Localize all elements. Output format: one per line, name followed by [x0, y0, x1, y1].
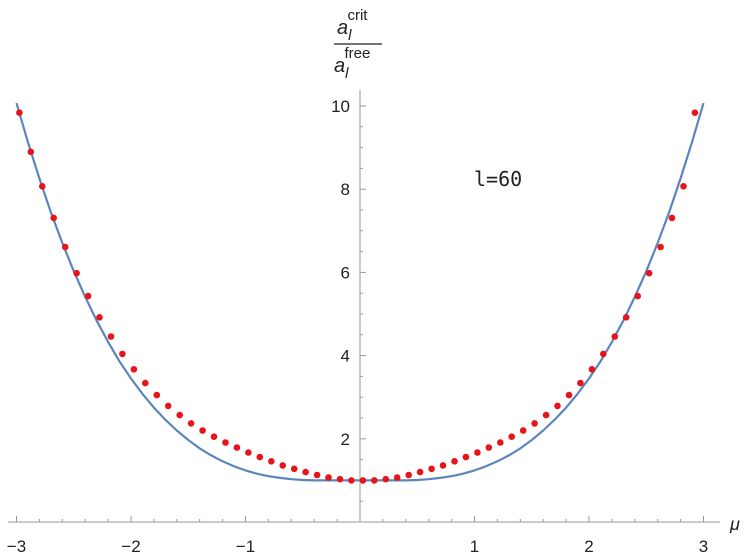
data-point: [565, 391, 573, 399]
data-point: [348, 477, 355, 484]
data-point: [577, 379, 584, 387]
data-point: [554, 402, 561, 410]
y-tick-label: 8: [341, 180, 350, 199]
data-point: [233, 444, 241, 451]
data-point: [176, 411, 183, 419]
x-tick-label: −3: [7, 537, 26, 556]
data-point: [142, 379, 149, 387]
data-point: [336, 475, 344, 483]
data-point: [519, 427, 527, 434]
data-point: [542, 411, 550, 419]
y-axis-label: alcrit alfree: [334, 7, 382, 82]
data-point: [199, 427, 206, 434]
data-point: [371, 477, 378, 484]
data-point: [164, 402, 172, 410]
data-point: [600, 350, 607, 358]
data-point: [39, 183, 46, 190]
data-point: [462, 453, 470, 461]
data-point: [405, 471, 413, 479]
data-point: [302, 468, 309, 476]
data-point: [611, 333, 619, 340]
data-point: [668, 214, 676, 222]
data-point: [325, 474, 332, 481]
axes: [8, 90, 720, 523]
data-point: [107, 333, 115, 340]
data-point: [187, 420, 195, 427]
data-point: [96, 314, 103, 321]
ticks: −3 −2 −1 1 2 3 2 4 6 8 10: [7, 97, 708, 556]
data-point: [416, 468, 424, 476]
data-point: [61, 243, 69, 251]
data-point: [27, 148, 35, 156]
data-point: [290, 465, 298, 473]
data-point: [474, 449, 481, 456]
data-point: [588, 366, 596, 373]
data-point: [279, 462, 287, 469]
x-tick-label: −2: [121, 537, 140, 556]
data-point: [451, 458, 458, 465]
data-point: [382, 475, 390, 483]
data-point: [691, 109, 699, 116]
x-tick-label: −1: [236, 537, 255, 556]
data-point: [84, 292, 92, 300]
x-tick-label: 3: [699, 537, 708, 556]
data-point: [153, 391, 161, 399]
data-point: [130, 366, 138, 373]
data-point: [16, 109, 23, 116]
data-point: [531, 420, 538, 427]
data-point: [657, 243, 664, 251]
data-point: [645, 269, 653, 277]
y-tick-label: 6: [341, 263, 350, 282]
ylabel-numerator: alcrit: [337, 7, 368, 44]
data-point: [222, 439, 229, 446]
data-point: [256, 453, 264, 461]
data-point: [497, 439, 504, 446]
data-point: [359, 477, 367, 484]
data-point: [50, 214, 57, 222]
data-point: [485, 444, 493, 451]
data-point: [393, 474, 401, 481]
data-point: [245, 449, 252, 456]
data-point: [119, 350, 126, 358]
data-points-layer: [16, 109, 699, 484]
data-point: [680, 183, 687, 190]
data-point: [313, 471, 321, 479]
annotation-l60: l=60: [474, 167, 522, 191]
x-axis-label: μ: [729, 514, 740, 534]
ylabel-denominator: alfree: [334, 45, 370, 82]
data-point: [268, 458, 275, 465]
y-tick-label: 10: [331, 97, 350, 116]
y-tick-label: 2: [341, 430, 350, 449]
x-tick-label: 1: [470, 537, 479, 556]
x-tick-label: 2: [584, 537, 593, 556]
data-point: [622, 314, 630, 321]
y-tick-label: 4: [341, 347, 350, 366]
data-point: [634, 292, 641, 300]
data-point: [508, 433, 515, 441]
data-point: [73, 269, 80, 277]
data-point: [428, 465, 435, 473]
data-point: [210, 433, 218, 441]
data-point: [439, 462, 447, 469]
